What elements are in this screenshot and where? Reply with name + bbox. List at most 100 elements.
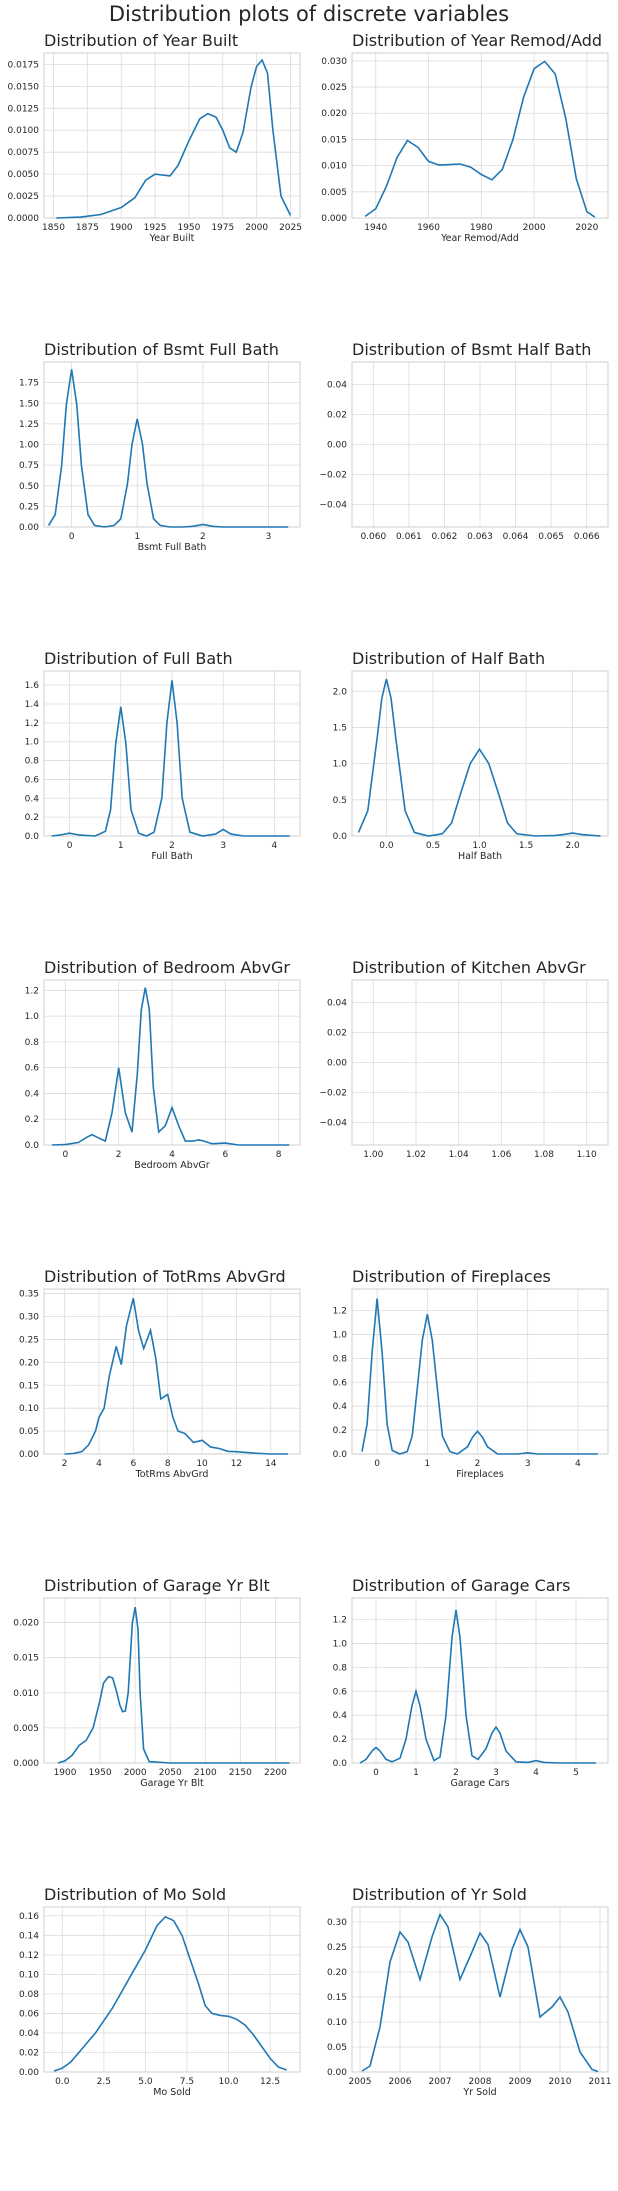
x-axis-label: Garage Cars — [450, 1778, 509, 1789]
y-tick-label: 0.12 — [19, 1951, 39, 1961]
x-tick-label: 1 — [134, 532, 140, 542]
y-tick-label: 0.05 — [327, 2043, 347, 2053]
y-tick-label: 0.6 — [333, 1378, 348, 1388]
y-tick-label: 0.08 — [19, 1990, 39, 2000]
y-tick-label: 0.0 — [333, 1450, 348, 1460]
density-curve — [51, 987, 290, 1146]
x-tick-label: 1900 — [54, 1768, 77, 1778]
x-tick-label: 1980 — [470, 223, 493, 233]
y-tick-label: 0.0175 — [8, 60, 40, 70]
y-tick-label: 0.02 — [19, 2048, 39, 2058]
x-tick-label: 1950 — [89, 1768, 112, 1778]
x-axis-label: Half Bath — [458, 851, 502, 862]
x-tick-label: 0 — [67, 841, 73, 851]
x-tick-label: 1875 — [76, 223, 99, 233]
x-tick-label: 1940 — [364, 223, 387, 233]
y-tick-label: 0.02 — [327, 1029, 347, 1039]
y-tick-label: 1.6 — [25, 681, 40, 691]
x-tick-label: 4 — [575, 1459, 581, 1469]
chart-title: Distribution of Garage Cars — [352, 1576, 571, 1595]
chart-title: Distribution of Kitchen AbvGr — [352, 958, 586, 977]
y-tick-label: 0.0025 — [8, 192, 40, 202]
y-tick-label: 0.30 — [327, 1918, 347, 1928]
y-tick-label: 0.8 — [333, 1354, 348, 1364]
chart-title: Distribution of Yr Sold — [352, 1885, 527, 1904]
x-tick-label: 1.5 — [519, 841, 533, 851]
x-tick-label: 2007 — [429, 2077, 452, 2087]
x-tick-label: 0.066 — [574, 532, 600, 542]
y-tick-label: 0.2 — [25, 813, 39, 823]
y-tick-label: 0.030 — [321, 57, 347, 67]
y-tick-label: 0.20 — [19, 1358, 39, 1368]
chart-title: Distribution of Bsmt Half Bath — [352, 340, 591, 359]
y-tick-label: 0.020 — [13, 1619, 39, 1629]
x-tick-label: 2006 — [389, 2077, 412, 2087]
x-axis-label: Year Built — [149, 233, 195, 244]
x-axis-label: Bedroom AbvGr — [134, 1160, 210, 1171]
density-curve — [359, 1609, 596, 1764]
y-tick-label: 0.16 — [19, 1912, 39, 1922]
plot-area — [351, 1288, 609, 1455]
y-tick-label: 0.00 — [19, 2068, 39, 2078]
y-tick-label: 0.00 — [327, 2068, 347, 2078]
x-axis-label: Year Remod/Add — [440, 233, 519, 244]
plot-area — [43, 670, 301, 837]
x-axis-label: Garage Yr Blt — [140, 1778, 204, 1789]
y-tick-label: 0.2 — [333, 1426, 347, 1436]
x-tick-label: 8 — [165, 1459, 171, 1469]
x-tick-label: 14 — [265, 1459, 277, 1469]
x-axis-label: TotRms AbvGrd — [135, 1469, 209, 1480]
x-tick-label: 2.0 — [565, 841, 580, 851]
x-tick-label: 2 — [169, 841, 175, 851]
x-tick-label: 4 — [169, 1150, 175, 1160]
chart-title: Distribution of Garage Yr Blt — [44, 1576, 270, 1595]
y-tick-label: 0.04 — [327, 381, 347, 391]
y-tick-label: 0.00 — [327, 1059, 347, 1069]
x-tick-label: 2 — [62, 1459, 68, 1469]
y-tick-label: 1.2 — [333, 1616, 347, 1626]
y-tick-label: 1.2 — [333, 1307, 347, 1317]
x-tick-label: 1.06 — [491, 1150, 511, 1160]
y-tick-label: 0.8 — [25, 757, 40, 767]
x-tick-label: 1900 — [110, 223, 133, 233]
y-tick-label: 0.30 — [19, 1313, 39, 1323]
x-tick-label: 12.5 — [260, 2077, 280, 2087]
y-tick-label: 0.0125 — [8, 104, 40, 114]
x-tick-label: 2050 — [159, 1768, 182, 1778]
x-tick-label: 0.0 — [55, 2077, 70, 2087]
y-tick-label: 0.4 — [333, 1711, 348, 1721]
y-tick-label: 0.025 — [321, 83, 347, 93]
y-tick-label: 0.015 — [321, 135, 347, 145]
x-axis-label: Yr Sold — [462, 2087, 496, 2098]
y-tick-label: 0.005 — [13, 1724, 39, 1734]
chart-title: Distribution of Half Bath — [352, 649, 545, 668]
x-tick-label: 2100 — [194, 1768, 217, 1778]
x-tick-label: 2009 — [509, 2077, 532, 2087]
x-tick-label: 3 — [266, 532, 272, 542]
x-tick-label: 12 — [231, 1459, 242, 1469]
x-tick-label: 1 — [413, 1768, 419, 1778]
plot-area — [351, 1906, 609, 2073]
y-tick-label: 0.6 — [333, 1687, 348, 1697]
y-tick-label: 0.4 — [25, 1089, 40, 1099]
x-tick-label: 10.0 — [218, 2077, 238, 2087]
y-tick-label: 1.0 — [333, 1330, 348, 1340]
y-tick-label: 0.0000 — [8, 214, 40, 224]
x-tick-label: 1 — [118, 841, 124, 851]
x-tick-label: 3 — [220, 841, 226, 851]
density-curve — [53, 1915, 287, 2072]
y-tick-label: 0.75 — [19, 461, 39, 471]
x-tick-label: 0.064 — [503, 532, 529, 542]
chart-title: Distribution of Bedroom AbvGr — [44, 958, 290, 977]
y-tick-label: 1.25 — [19, 420, 39, 430]
x-axis-label: Mo Sold — [153, 2087, 191, 2098]
